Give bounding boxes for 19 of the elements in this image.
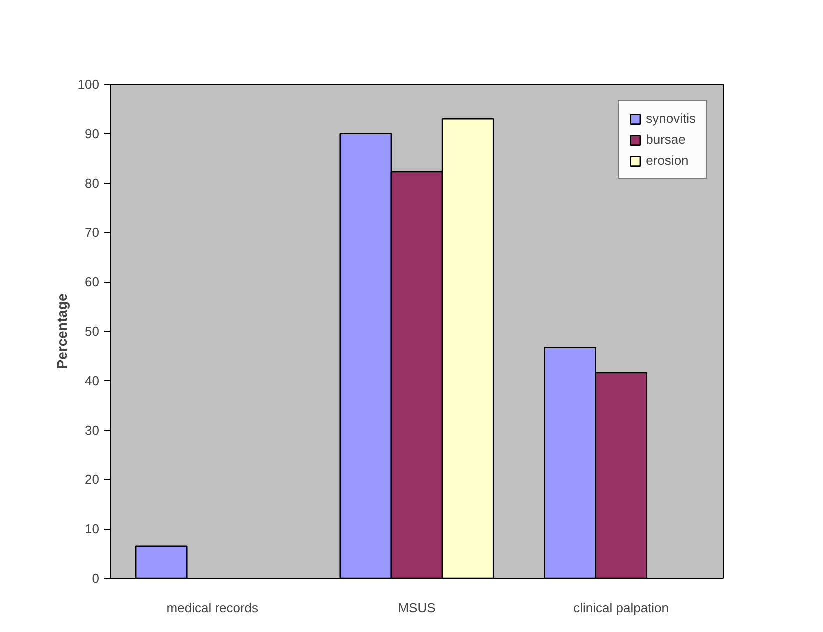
legend-label: erosion: [646, 153, 689, 168]
x-tick-label: MSUS: [398, 600, 436, 616]
y-tick-label: 90: [85, 126, 100, 142]
legend-label: bursae: [646, 132, 686, 147]
y-tick-label: 0: [92, 571, 100, 586]
x-tick-label: clinical palpation: [574, 600, 670, 616]
y-tick-label: 80: [85, 176, 100, 191]
y-tick-label: 30: [85, 422, 100, 438]
y-tick-label: 40: [85, 373, 100, 388]
legend-label: synovitis: [646, 111, 696, 126]
y-tick-label: 50: [85, 324, 100, 339]
x-tick-label: medical records: [166, 600, 260, 616]
y-tick-label: 60: [85, 274, 100, 290]
y-axis-title: Percentage: [54, 294, 70, 370]
y-tick-label: 100: [78, 77, 100, 92]
y-tick-label: 10: [85, 522, 100, 537]
y-tick-label: 20: [85, 472, 100, 488]
y-tick-label: 70: [85, 225, 100, 240]
bar: [135, 546, 188, 578]
